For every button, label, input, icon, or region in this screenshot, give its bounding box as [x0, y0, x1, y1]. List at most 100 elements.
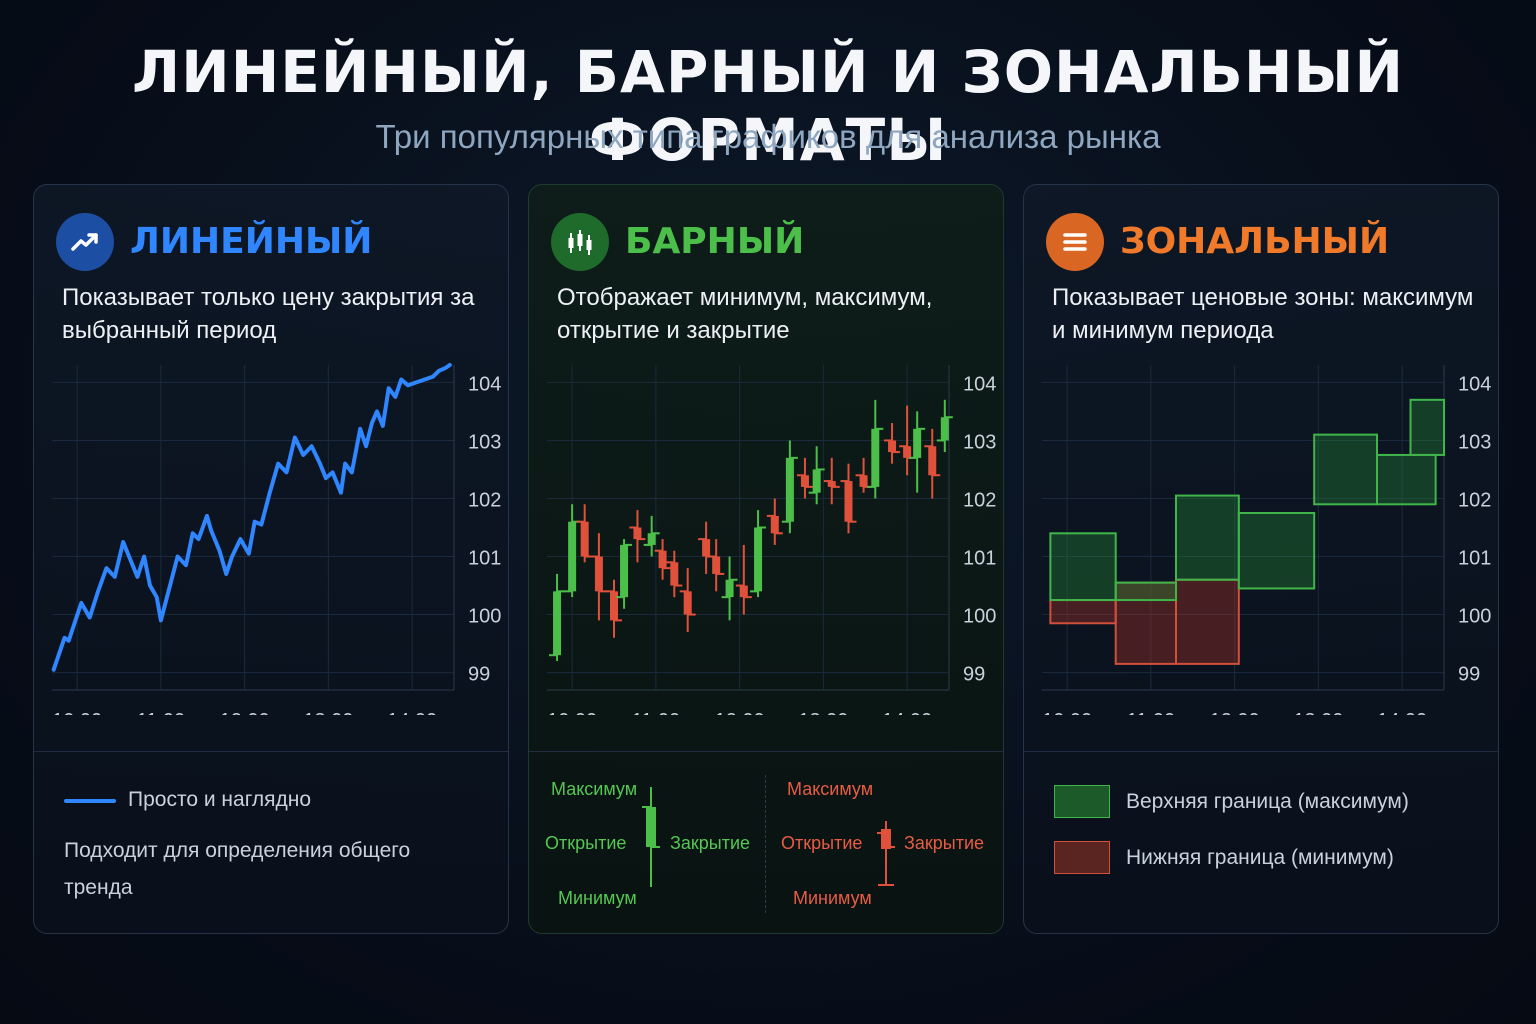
candle-bearish — [698, 521, 715, 574]
candle-bearish — [708, 539, 725, 592]
bear-close-label: Закрытие — [904, 833, 985, 853]
y-tick-label: 104 — [1458, 373, 1491, 395]
candle-bullish — [867, 399, 884, 499]
candle-bullish — [808, 446, 825, 505]
upper-zone-rect — [1313, 433, 1378, 506]
y-tick-label: 101 — [1458, 548, 1491, 570]
lower-zone-rect — [1175, 578, 1240, 665]
candle-body — [553, 591, 562, 656]
zone-panel-title: ЗОНАЛЬНЫЙ — [1120, 221, 1390, 262]
page-subtitle: Три популярных типа графиков для анализа… — [375, 118, 1161, 155]
zone-panel-description: Показывает ценовые зоны: максимум и мини… — [1052, 284, 1474, 344]
price-line-series — [51, 363, 452, 672]
legend-lower-label: Нижняя граница (минимум) — [1126, 846, 1394, 869]
candle-body — [633, 527, 642, 540]
y-tick-label: 100 — [963, 606, 996, 628]
candle-body — [670, 562, 679, 586]
candle-body — [620, 544, 629, 598]
line-panel-description: Показывает только цену закрытия за выбра… — [62, 284, 475, 344]
candle-bearish — [796, 457, 813, 499]
legend-upper-label: Верхняя граница (максимум) — [1126, 790, 1409, 813]
candle-body — [928, 446, 937, 476]
candle-body — [658, 550, 667, 569]
candle-bullish — [750, 510, 767, 598]
y-tick-label: 104 — [963, 373, 996, 395]
y-tick-label: 99 — [468, 664, 490, 686]
candle-body — [647, 533, 656, 545]
candle-bullish — [909, 411, 926, 493]
candle-bearish — [884, 423, 901, 464]
candle-body — [903, 446, 912, 458]
y-tick-label: 103 — [1458, 431, 1491, 453]
candle-body — [712, 556, 721, 574]
candle-bearish — [666, 550, 683, 598]
candle-bearish — [654, 539, 671, 580]
bar-panel-description: Отображает минимум, максимум, открытие и… — [557, 284, 933, 344]
candle-body — [888, 440, 897, 453]
candle-body — [940, 417, 949, 441]
bear-high-label: Максимум — [787, 779, 874, 799]
x-tick-label: 13:00 — [1293, 710, 1343, 715]
bearish-candle-diagram — [877, 821, 895, 886]
y-tick-label: 99 — [1458, 664, 1480, 686]
legend-separator — [765, 775, 766, 913]
legend-line-label: Просто и наглядно — [128, 788, 312, 811]
candle-body — [568, 521, 577, 592]
page-title: ЛИНЕЙНЫЙ, БАРНЫЙ И ЗОНАЛЬНЫЙ ФОРМАТЫ — [131, 38, 1405, 174]
candle-bullish — [936, 399, 953, 453]
candle-bullish — [781, 440, 798, 534]
candle-bullish — [643, 515, 660, 557]
bull-high-label: Максимум — [551, 779, 638, 799]
candle-bearish — [576, 504, 593, 563]
bar-panel-title: БАРНЫЙ — [625, 221, 805, 262]
y-tick-label: 101 — [468, 548, 501, 570]
panel-divider — [1024, 751, 1498, 752]
upper-zone-rect — [1175, 494, 1240, 581]
y-tick-label: 100 — [1458, 606, 1491, 628]
candle-body — [683, 591, 692, 615]
candle-body — [770, 515, 779, 534]
trending-up-icon — [56, 213, 114, 271]
bar-chart-panel: БАРНЫЙ Отображает минимум, максимум, отк… — [528, 184, 1004, 934]
candle-bearish — [924, 428, 941, 499]
candle-body — [913, 428, 922, 458]
x-tick-label: 11:00 — [137, 710, 186, 715]
candle-body — [725, 579, 734, 598]
y-tick-label: 101 — [963, 548, 996, 570]
candle-bearish — [766, 498, 783, 545]
x-tick-label: 10:00 — [52, 710, 102, 715]
x-tick-label: 14:00 — [387, 710, 437, 715]
candle-body — [610, 591, 618, 621]
candle-body — [594, 556, 603, 592]
x-tick-label: 12:00 — [1210, 710, 1260, 715]
bull-close-label: Закрытие — [670, 833, 751, 853]
upper-zone-rect — [1376, 453, 1437, 506]
y-tick-label: 102 — [963, 489, 996, 511]
x-tick-label: 11:00 — [1127, 710, 1176, 715]
line-panel-note: Подходит для определения общего тренда — [64, 839, 411, 899]
x-tick-label: 11:00 — [632, 710, 681, 715]
x-tick-label: 12:00 — [220, 710, 270, 715]
x-tick-label: 10:00 — [547, 710, 597, 715]
candle-body — [754, 527, 763, 592]
bull-low-label: Минимум — [558, 888, 637, 908]
candle-body — [827, 481, 836, 487]
y-tick-label: 99 — [963, 664, 985, 686]
y-tick-label: 102 — [468, 489, 501, 511]
candle-bearish — [840, 463, 857, 534]
line-panel-title: ЛИНЕЙНЫЙ — [130, 221, 373, 262]
y-tick-label: 100 — [468, 606, 501, 628]
candle-bearish — [735, 544, 752, 615]
candlestick-chart: 99 100 101 102 103 104 10:00 11:00 12:00 13:00 14:… — [547, 365, 996, 715]
candle-body — [871, 428, 880, 487]
y-tick-label: 103 — [468, 431, 501, 453]
candle-body — [702, 539, 711, 557]
x-tick-label: 14:00 — [1377, 710, 1427, 715]
lower-zone-rect — [1114, 581, 1177, 665]
candle-body — [580, 521, 589, 557]
candle-bearish — [679, 568, 696, 632]
candle-bullish — [564, 504, 581, 598]
candle-body — [844, 481, 853, 522]
candle-bearish — [606, 579, 622, 638]
candle-bearish — [823, 457, 840, 505]
